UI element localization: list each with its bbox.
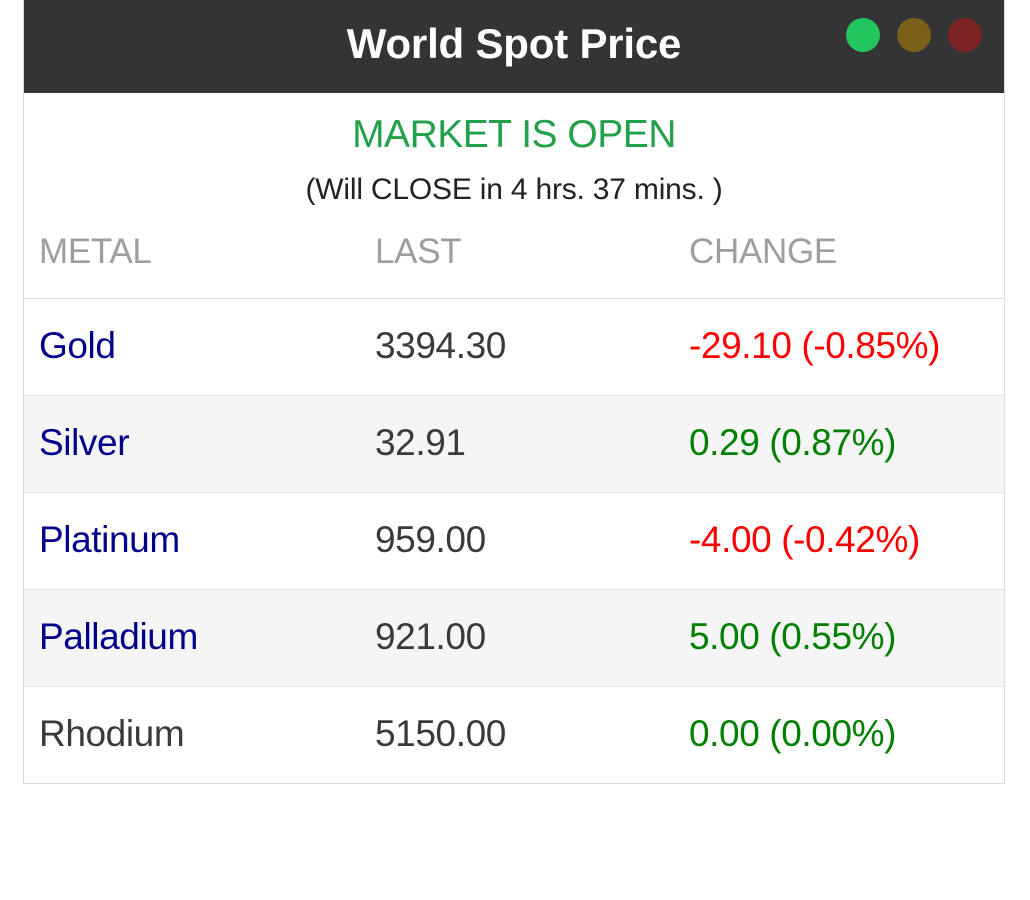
market-close-note: (Will CLOSE in 4 hrs. 37 mins. ) (305, 172, 723, 206)
status-dot-green-icon[interactable] (846, 18, 880, 52)
cell-metal: Silver (24, 395, 357, 493)
table-row: Gold 3394.30 -29.10 (-0.85%) (24, 298, 1004, 396)
column-header-metal: METAL (24, 231, 357, 299)
market-status-text: MARKET IS OPEN (352, 113, 676, 156)
spot-price-table: METAL LAST CHANGE Gold 3394.30 -29.10 (-0.… (24, 231, 1004, 783)
table-body: Gold 3394.30 -29.10 (-0.85%) Silver 32.91 0.2… (24, 298, 1004, 783)
status-dot-olive-icon[interactable] (897, 18, 931, 52)
metal-link[interactable]: Gold (39, 324, 116, 366)
spot-price-card: World Spot Price MARKET IS OPEN (Will CL… (23, 0, 1005, 784)
cell-last-price: 921.00 (357, 589, 674, 687)
table-row: Palladium 921.00 5.00 (0.55%) (24, 589, 1004, 687)
table-row: Platinum 959.00 -4.00 (-0.42%) (24, 492, 1004, 590)
cell-change: 0.00 (0.00%) (689, 712, 897, 754)
cell-last-price: 959.00 (357, 492, 674, 590)
metal-label: Rhodium (39, 712, 185, 754)
column-header-last: LAST (357, 231, 674, 299)
status-dot-red-icon[interactable] (948, 18, 982, 52)
metal-link[interactable]: Platinum (39, 518, 180, 560)
cell-last-price: 32.91 (357, 395, 674, 493)
cell-change: 0.29 (0.87%) (674, 395, 1004, 493)
cell-last-price: 3394.30 (357, 298, 674, 396)
page-title: World Spot Price (346, 19, 682, 67)
cell-change: -4.00 (-0.42%) (674, 492, 1004, 590)
cell-last-price: 5150.00 (375, 712, 506, 754)
column-header-change: CHANGE (674, 231, 1004, 299)
window-titlebar: World Spot Price (24, 0, 1004, 93)
cell-metal: Platinum (24, 492, 357, 590)
cell-metal: Gold (24, 298, 357, 396)
cell-metal: Palladium (24, 589, 357, 687)
market-status-block: MARKET IS OPEN (Will CLOSE in 4 hrs. 37 … (24, 93, 1004, 214)
status-dot-group (846, 18, 982, 52)
table-row: Rhodium 5150.00 0.00 (0.00%) (24, 686, 1004, 783)
cell-metal: Rhodium (24, 686, 357, 783)
cell-change: -29.10 (-0.85%) (674, 298, 1004, 396)
table-header: METAL LAST CHANGE (24, 231, 1004, 299)
table-header-row: METAL LAST CHANGE (24, 231, 1004, 299)
metal-link[interactable]: Silver (39, 421, 130, 463)
table-row: Silver 32.91 0.29 (0.87%) (24, 395, 1004, 493)
metal-link[interactable]: Palladium (39, 615, 198, 657)
cell-change: 5.00 (0.55%) (674, 589, 1004, 687)
